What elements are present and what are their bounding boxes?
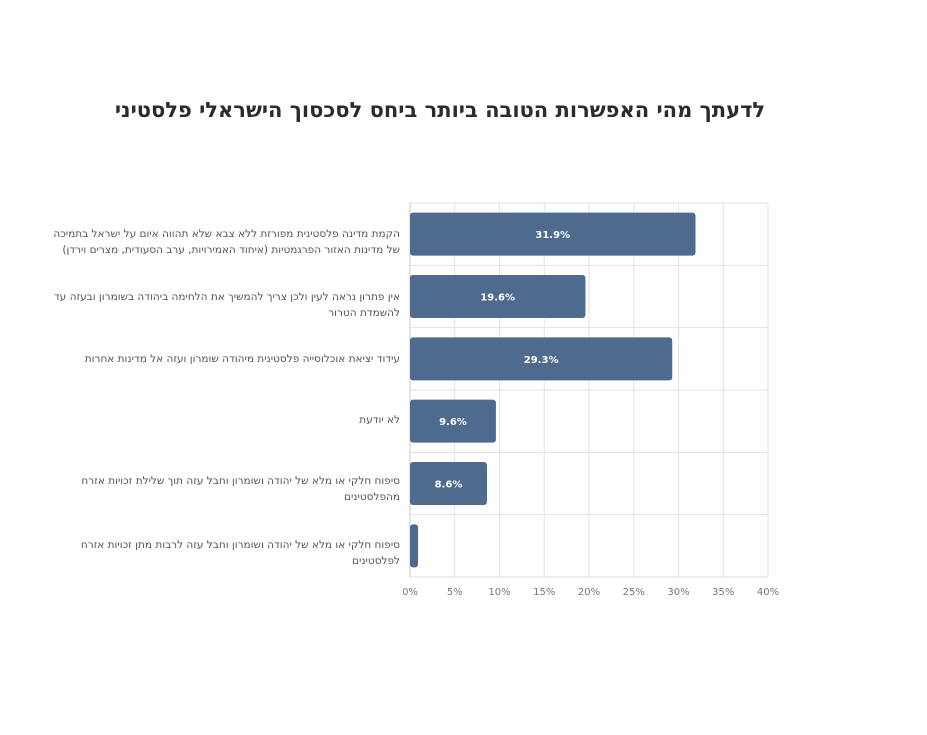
bar — [410, 462, 487, 505]
category-label: עידוד יציאת אוכלוסייה פלסטינית מיהודה שו… — [84, 353, 400, 365]
bar — [410, 337, 673, 381]
bar — [410, 399, 496, 443]
bar-data-label: 8.6% — [435, 480, 463, 491]
bar — [410, 212, 696, 256]
x-tick-label: 15% — [533, 587, 555, 598]
bar-data-label: 19.6% — [480, 293, 515, 304]
x-tick-label: 25% — [623, 587, 645, 598]
category-label: לא יודעת — [359, 414, 400, 426]
x-tick-label: 10% — [488, 587, 510, 598]
x-tick-label: 35% — [712, 587, 734, 598]
category-label: סיפוח חלקי או מלא של יהודה ושומרון וחבל … — [81, 475, 400, 503]
bar — [410, 275, 586, 318]
bar-data-label: 29.3% — [524, 355, 559, 366]
bar-data-label: 9.6% — [439, 417, 467, 428]
bar — [410, 524, 419, 568]
category-label: אין פתרון נראה לעין ולכן צריך להמשיך את … — [53, 291, 400, 319]
chart-title: לדעתך מהי האפשרות הטובה ביותר ביחס לסכסו… — [114, 98, 766, 122]
x-tick-label: 30% — [667, 587, 689, 598]
x-tick-label: 20% — [578, 587, 600, 598]
x-tick-label: 40% — [757, 587, 779, 598]
category-label: סיפוח חלקי או מלא של יהודה ושומרון וחבל … — [80, 539, 400, 567]
bar-data-label: 31.9% — [535, 230, 570, 241]
x-tick-label: 0% — [402, 587, 418, 598]
category-label: הקמת מדינה פלסטינית מפורזת ללא צבא שלא ת… — [53, 228, 400, 256]
x-tick-label: 5% — [447, 587, 463, 598]
